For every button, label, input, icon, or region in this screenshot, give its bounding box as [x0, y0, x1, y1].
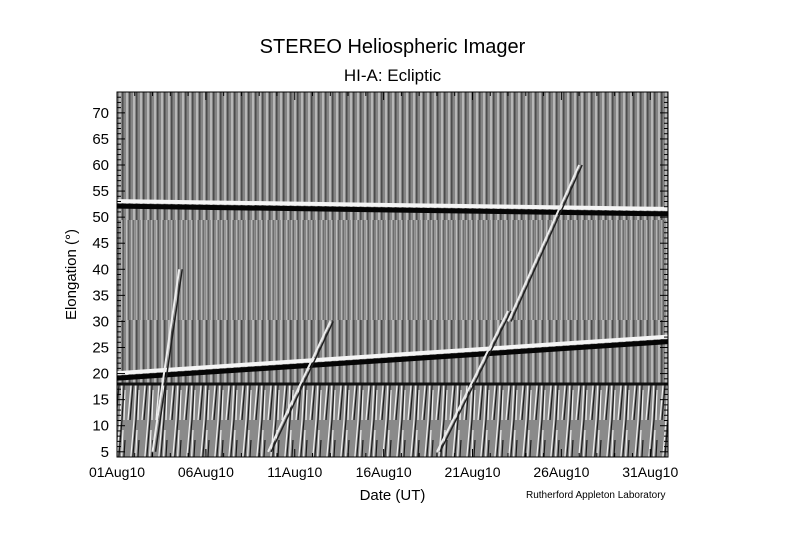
y-tick-label: 25 [92, 340, 109, 357]
y-tick-label: 70 [92, 105, 109, 122]
lower-fov-region [117, 383, 668, 457]
y-tick-label: 20 [92, 366, 109, 383]
cme-track-dark-1 [270, 321, 334, 453]
cme-track-1 [267, 320, 332, 453]
mid-fov-region [117, 220, 668, 320]
cme-track-3 [507, 164, 581, 322]
x-tick-label: 31Aug10 [622, 464, 678, 480]
fov-boundary [117, 382, 668, 386]
planet-track-bright-0 [117, 199, 668, 211]
y-tick-label: 60 [92, 157, 109, 174]
planet-track-dark-1 [117, 339, 668, 381]
y-tick-label: 55 [92, 183, 109, 200]
y-axis-label: Elongation (°) [63, 229, 80, 320]
planet-track-dark-0 [117, 203, 668, 217]
y-tick-label: 45 [92, 235, 109, 252]
y-tick-label: 15 [92, 392, 109, 409]
y-tick-label: 5 [101, 444, 109, 461]
x-tick-label: 16Aug10 [356, 464, 412, 480]
x-axis-label: Date (UT) [360, 487, 426, 504]
cme-track-dark-3 [510, 164, 583, 322]
planet-track-bright-1 [117, 334, 668, 376]
x-tick-label: 21Aug10 [444, 464, 500, 480]
cme-track-dark-2 [439, 310, 512, 453]
y-tick-label: 10 [92, 418, 109, 435]
chart-title: STEREO Heliospheric Imager [259, 36, 526, 58]
credit-label: Rutherford Appleton Laboratory [526, 490, 666, 501]
x-tick-label: 11Aug10 [267, 464, 322, 480]
y-tick-label: 65 [92, 131, 109, 148]
cme-track-0 [151, 269, 181, 452]
x-tick-label: 01Aug10 [89, 464, 145, 480]
cme-track-dark-0 [154, 269, 183, 452]
y-tick-label: 40 [92, 261, 109, 278]
x-tick-label: 26Aug10 [533, 464, 589, 480]
y-tick-label: 50 [92, 209, 109, 226]
x-tick-label: 06Aug10 [178, 464, 234, 480]
cme-track-2 [436, 310, 509, 453]
heatmap-image [117, 92, 668, 457]
y-tick-label: 30 [92, 313, 109, 330]
chart-subtitle: HI-A: Ecliptic [343, 66, 442, 85]
y-tick-label: 35 [92, 287, 109, 304]
